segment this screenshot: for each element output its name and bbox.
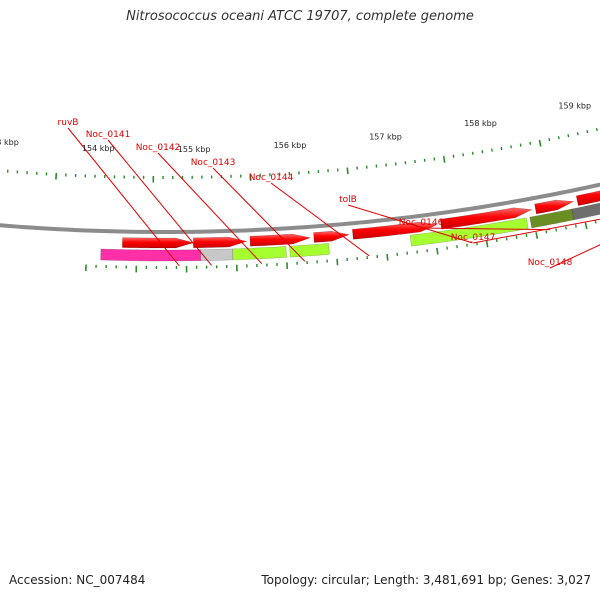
map-title: Nitrosococcus oceani ATCC 19707, complet… bbox=[126, 9, 474, 24]
outer-tick bbox=[535, 232, 539, 239]
kbp-label: 154 kbp bbox=[82, 144, 115, 153]
outer-tick bbox=[515, 235, 518, 239]
leader-line bbox=[270, 182, 370, 257]
cds-arrow-5 bbox=[352, 221, 439, 240]
noc-0143-bar bbox=[289, 243, 330, 258]
inner-tick bbox=[576, 132, 579, 136]
leader-line bbox=[157, 152, 263, 265]
outer-tick bbox=[574, 224, 577, 228]
cds-arrow-6 bbox=[439, 207, 534, 230]
gene-label: ruvB bbox=[58, 118, 79, 128]
noc-0141-bar bbox=[200, 248, 234, 261]
gene-label: tolB bbox=[339, 195, 357, 205]
leader-line bbox=[67, 127, 180, 267]
gene-label: Noc_0141 bbox=[86, 130, 131, 140]
gene-labels: ruvB Noc_0141 Noc_0142 Noc_0143 Noc_0144 tolB… bbox=[58, 118, 600, 269]
kbp-label: 156 kbp bbox=[274, 141, 307, 150]
outer-tick bbox=[565, 226, 568, 230]
inner-tick bbox=[519, 143, 522, 147]
gene-label: Noc_0143 bbox=[191, 158, 236, 168]
inner-tick bbox=[510, 145, 513, 149]
leader-line bbox=[420, 227, 551, 231]
outer-tick bbox=[386, 253, 389, 261]
inner-tick bbox=[346, 167, 349, 175]
outer-tick bbox=[525, 233, 528, 238]
tick-marks bbox=[6, 127, 598, 273]
kbp-label: 158 kbp bbox=[464, 119, 497, 128]
inner-tick bbox=[538, 139, 542, 147]
accession-text: Accession: NC_007484 bbox=[9, 573, 146, 587]
leader-line bbox=[212, 167, 306, 262]
leader-line bbox=[347, 204, 473, 244]
outer-tick bbox=[584, 222, 588, 230]
inner-tick bbox=[442, 156, 446, 163]
leader-line bbox=[549, 244, 600, 269]
cds-arrow-3 bbox=[249, 233, 312, 247]
kbp-labels: 153 kbp 154 kbp 155 kbp 156 kbp 157 kbp 158 k… bbox=[0, 101, 591, 154]
kbp-label: 153 kbp bbox=[0, 138, 19, 147]
leader-line bbox=[472, 218, 600, 244]
outer-tick bbox=[545, 230, 548, 234]
inner-tick bbox=[586, 130, 589, 134]
tolb-bar bbox=[409, 217, 529, 247]
ruvb-bar bbox=[100, 248, 202, 262]
genome-summary-text: Topology: circular; Length: 3,481,691 bp… bbox=[261, 573, 591, 587]
cds-arrow-8 bbox=[575, 190, 600, 207]
cds-arrow-7 bbox=[534, 199, 575, 215]
gene-label: Noc_0144 bbox=[249, 173, 294, 183]
outer-tick bbox=[485, 240, 489, 248]
cds-arrow-2 bbox=[193, 236, 248, 249]
genome-backbone bbox=[0, 182, 600, 234]
kbp-label: 155 kbp bbox=[178, 145, 211, 154]
noc-0147-bar bbox=[571, 202, 600, 221]
inner-tick bbox=[557, 136, 560, 140]
gene-label: Noc_0142 bbox=[136, 143, 181, 153]
inner-tick bbox=[567, 134, 570, 138]
inner-tick bbox=[595, 127, 598, 132]
outer-tick bbox=[594, 220, 597, 224]
gene-label: Noc_0148 bbox=[528, 258, 573, 268]
outer-tick bbox=[336, 258, 339, 266]
gene-label: Noc_0146 bbox=[399, 218, 444, 228]
inner-tick bbox=[500, 146, 503, 151]
inner-tick bbox=[529, 141, 532, 145]
inner-tick bbox=[548, 138, 551, 142]
gene-label: Noc_0147 bbox=[451, 233, 496, 243]
noc-0142-bar bbox=[232, 246, 287, 261]
kbp-label: 157 kbp bbox=[369, 132, 402, 141]
leader-line bbox=[107, 139, 213, 266]
outer-tick bbox=[555, 228, 558, 232]
feature-bars bbox=[0, 182, 600, 262]
cds-arrow-1 bbox=[122, 237, 195, 249]
kbp-label: 159 kbp bbox=[558, 101, 591, 110]
outer-tick bbox=[436, 247, 439, 255]
